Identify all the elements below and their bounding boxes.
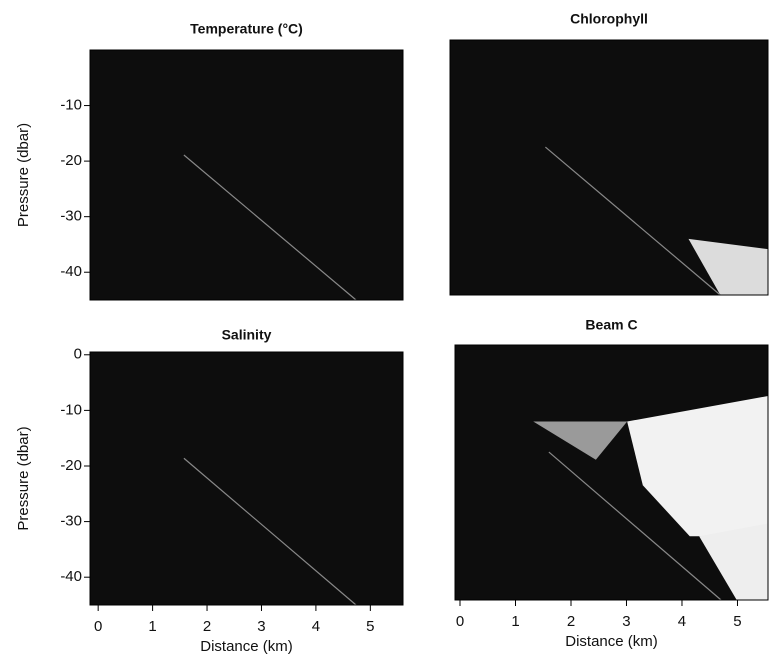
y-tick-label: 0	[74, 346, 82, 363]
frame	[89, 351, 404, 606]
panel-title: Salinity	[222, 327, 272, 343]
panel-title: Temperature (°C)	[190, 21, 303, 37]
x-tick-label: 4	[312, 618, 320, 635]
seafloor	[183, 154, 357, 301]
frame	[89, 49, 404, 301]
seafloor	[183, 457, 357, 606]
y-tick-label: -40	[60, 263, 82, 280]
y-axis-label: Pressure (dbar)	[15, 426, 32, 530]
light-region	[533, 421, 628, 460]
x-tick-label: 3	[257, 618, 265, 635]
panel-title: Chlorophyll	[570, 11, 648, 27]
y-tick-label: -30	[60, 513, 82, 530]
x-tick-label: 2	[203, 618, 211, 635]
x-tick-label: 4	[678, 613, 686, 630]
y-tick-label: -20	[60, 152, 82, 169]
x-axis-label: Distance (km)	[200, 638, 293, 655]
seafloor	[548, 451, 722, 601]
light-region	[688, 238, 768, 295]
x-tick-label: 1	[148, 618, 156, 635]
x-tick-label: 1	[511, 613, 519, 630]
x-tick-label: 2	[567, 613, 575, 630]
x-axis-label: Distance (km)	[565, 633, 658, 650]
x-tick-label: 5	[733, 613, 741, 630]
y-tick-label: -20	[60, 457, 82, 474]
seafloor	[545, 146, 721, 296]
panel-title: Beam C	[585, 317, 637, 333]
y-tick-label: -30	[60, 208, 82, 225]
x-tick-label: 0	[94, 618, 102, 635]
contour-field	[90, 50, 403, 300]
x-tick-label: 0	[456, 613, 464, 630]
y-tick-label: -10	[60, 401, 82, 418]
light-region	[699, 523, 768, 600]
frame	[449, 39, 769, 296]
y-axis-label: Pressure (dbar)	[15, 123, 32, 227]
x-tick-label: 5	[366, 618, 374, 635]
frame	[454, 344, 769, 601]
light-region	[627, 396, 768, 537]
y-tick-label: -10	[60, 97, 82, 114]
x-tick-label: 3	[622, 613, 630, 630]
contour-field	[90, 352, 403, 605]
y-tick-label: -40	[60, 568, 82, 585]
